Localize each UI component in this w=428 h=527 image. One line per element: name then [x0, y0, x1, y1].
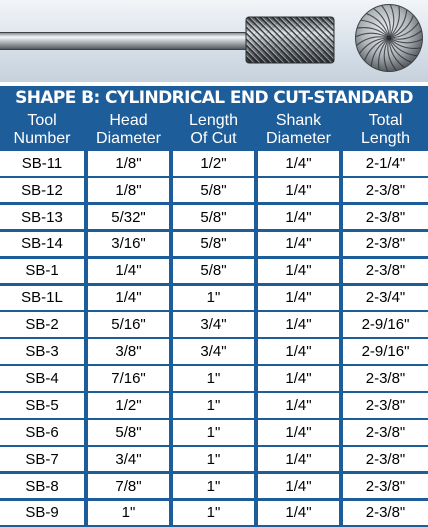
cell-tool-number: SB-8	[0, 473, 84, 499]
cell-tool-number: SB-9	[0, 500, 84, 526]
cell-total-length: 2-1/4"	[343, 151, 428, 176]
cell-shank-diameter: 1/4"	[258, 393, 339, 418]
header-line: Diameter	[266, 129, 331, 147]
cell-shank-diameter: 1/4"	[258, 177, 339, 203]
cell-head-diameter: 5/16"	[88, 312, 169, 337]
cell-tool-number: SB-4	[0, 366, 84, 391]
header-line: Total	[368, 111, 403, 129]
cell-shank-diameter: 1/4"	[258, 285, 339, 310]
cell-head-diameter: 7/8"	[88, 473, 169, 499]
cell-shank-diameter: 1/4"	[258, 258, 339, 284]
cell-shank-diameter: 1/4"	[258, 446, 339, 472]
cell-length-of-cut: 1"	[173, 393, 254, 418]
header-line: Of Cut	[190, 129, 237, 147]
cell-shank-diameter: 1/4"	[258, 231, 339, 257]
cell-tool-number: SB-14	[0, 231, 84, 257]
cell-total-length: 2-3/8"	[343, 177, 428, 203]
product-banner	[0, 0, 428, 82]
cell-tool-number: SB-1L	[0, 285, 84, 310]
cell-length-of-cut: 5/8"	[173, 177, 254, 203]
cell-head-diameter: 5/8"	[88, 420, 169, 445]
cell-head-diameter: 1"	[88, 500, 169, 526]
cell-total-length: 2-3/8"	[343, 204, 428, 230]
cell-length-of-cut: 1"	[173, 446, 254, 472]
cell-total-length: 2-3/8"	[343, 366, 428, 391]
cell-tool-number: SB-7	[0, 446, 84, 472]
cell-head-diameter: 3/8"	[88, 339, 169, 364]
cell-tool-number: SB-11	[0, 151, 84, 176]
cell-length-of-cut: 5/8"	[173, 231, 254, 257]
header-line: Length	[361, 129, 410, 147]
cell-length-of-cut: 1"	[173, 500, 254, 526]
cell-total-length: 2-9/16"	[343, 312, 428, 337]
carbide-burr-photo	[0, 4, 423, 72]
header-line: Diameter	[96, 129, 161, 147]
cell-head-diameter: 7/16"	[88, 366, 169, 391]
cell-head-diameter: 1/8"	[88, 151, 169, 176]
cell-length-of-cut: 3/4"	[173, 339, 254, 364]
cell-total-length: 2-3/8"	[343, 420, 428, 445]
cell-length-of-cut: 1"	[173, 285, 254, 310]
cell-total-length: 2-3/8"	[343, 258, 428, 284]
cell-head-diameter: 1/2"	[88, 393, 169, 418]
burr-end-face	[355, 4, 423, 72]
cell-head-diameter: 3/4"	[88, 446, 169, 472]
header-line: Tool	[27, 111, 57, 129]
table-title: SHAPE B: CYLINDRICAL END CUT-STANDARD	[0, 86, 428, 110]
cell-total-length: 2-9/16"	[343, 339, 428, 364]
cell-length-of-cut: 1/2"	[173, 151, 254, 176]
header-line: Length	[189, 111, 238, 129]
cell-shank-diameter: 1/4"	[258, 151, 339, 176]
cell-tool-number: SB-13	[0, 204, 84, 230]
cell-shank-diameter: 1/4"	[258, 366, 339, 391]
cell-tool-number: SB-6	[0, 420, 84, 445]
cell-tool-number: SB-3	[0, 339, 84, 364]
cell-total-length: 2-3/8"	[343, 231, 428, 257]
cell-length-of-cut: 3/4"	[173, 312, 254, 337]
cell-head-diameter: 5/32"	[88, 204, 169, 230]
cell-shank-diameter: 1/4"	[258, 204, 339, 230]
cell-head-diameter: 3/16"	[88, 231, 169, 257]
cell-length-of-cut: 5/8"	[173, 258, 254, 284]
header-shank-diameter: Shank Diameter	[258, 110, 339, 149]
spec-table: Tool Number Head Diameter Length Of Cut Shank D…	[0, 110, 428, 527]
cell-total-length: 2-3/8"	[343, 500, 428, 526]
cell-length-of-cut: 1"	[173, 473, 254, 499]
header-total-length: Total Length	[343, 110, 428, 149]
header-line: Number	[13, 129, 71, 147]
header-line: Head	[109, 111, 148, 129]
cell-length-of-cut: 5/8"	[173, 204, 254, 230]
cell-length-of-cut: 1"	[173, 420, 254, 445]
cell-total-length: 2-3/4"	[343, 285, 428, 310]
cell-shank-diameter: 1/4"	[258, 339, 339, 364]
cell-total-length: 2-3/8"	[343, 393, 428, 418]
cell-tool-number: SB-1	[0, 258, 84, 284]
cell-shank-diameter: 1/4"	[258, 420, 339, 445]
header-tool-number: Tool Number	[0, 110, 84, 149]
header-line: Shank	[275, 111, 322, 129]
cell-shank-diameter: 1/4"	[258, 312, 339, 337]
cell-tool-number: SB-5	[0, 393, 84, 418]
cell-tool-number: SB-2	[0, 312, 84, 337]
header-head-diameter: Head Diameter	[88, 110, 169, 149]
cell-head-diameter: 1/8"	[88, 177, 169, 203]
burr-shank	[0, 32, 250, 50]
cell-total-length: 2-3/8"	[343, 446, 428, 472]
cell-shank-diameter: 1/4"	[258, 473, 339, 499]
cell-tool-number: SB-12	[0, 177, 84, 203]
cell-length-of-cut: 1"	[173, 366, 254, 391]
cell-shank-diameter: 1/4"	[258, 500, 339, 526]
cell-head-diameter: 1/4"	[88, 258, 169, 284]
cell-total-length: 2-3/8"	[343, 473, 428, 499]
header-length-of-cut: Length Of Cut	[173, 110, 254, 149]
cell-head-diameter: 1/4"	[88, 285, 169, 310]
